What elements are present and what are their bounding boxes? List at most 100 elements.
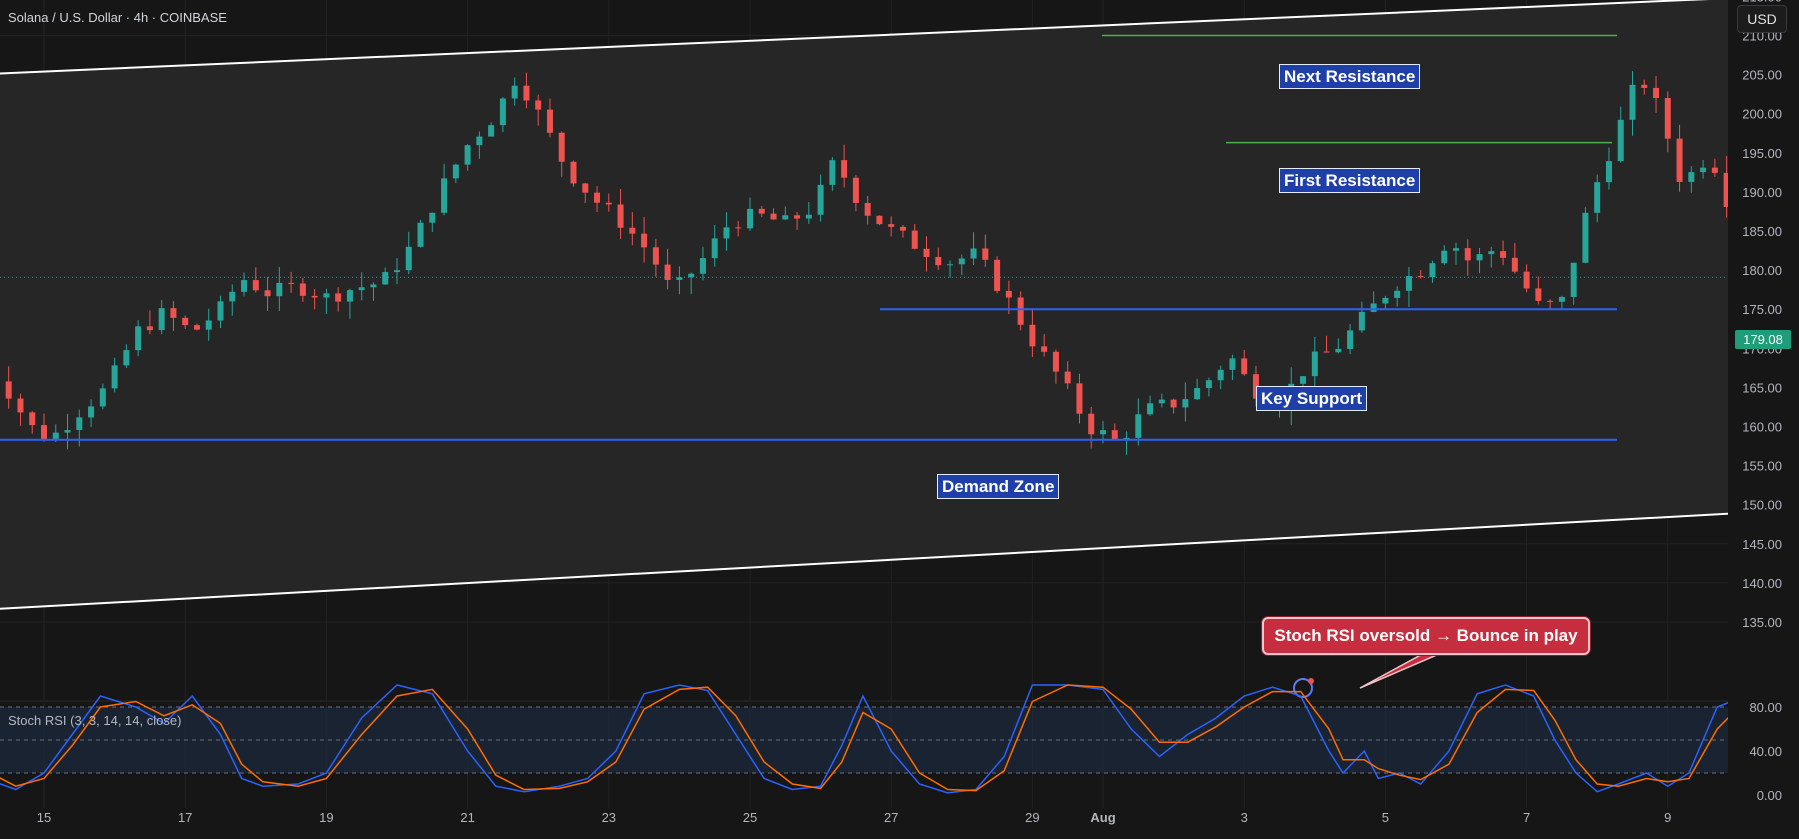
demand-zone-label: Demand Zone: [937, 474, 1060, 499]
time-tick-label: 27: [884, 810, 898, 825]
candle-up: [205, 320, 212, 330]
candle-up: [76, 417, 83, 431]
candle-down: [252, 280, 259, 291]
price-tick-label: 150.00: [1742, 498, 1782, 513]
time-tick-label: 15: [37, 810, 51, 825]
candle-down: [17, 398, 24, 413]
candle-up: [676, 277, 683, 280]
candle-down: [841, 160, 848, 178]
candle-up: [1182, 399, 1189, 408]
price-tick-label: 160.00: [1742, 420, 1782, 435]
candle-down: [605, 202, 612, 205]
candle-down: [193, 325, 200, 330]
price-tick-label: 215.00: [1742, 0, 1782, 4]
channel-fill: [0, 0, 1799, 609]
candle-down: [170, 308, 177, 318]
candle-down: [1523, 271, 1530, 289]
candle-up: [441, 178, 448, 213]
price-tick-label: 195.00: [1742, 146, 1782, 161]
candle-down: [770, 213, 777, 220]
candle-down: [570, 161, 577, 184]
candle-up: [123, 350, 130, 366]
candle-up: [970, 248, 977, 259]
candle-down: [1676, 138, 1683, 182]
candle-up: [1370, 303, 1377, 312]
symbol-title[interactable]: Solana / U.S. Dollar · 4h · COINBASE: [8, 10, 227, 25]
candle-up: [1229, 358, 1236, 370]
candle-down: [876, 215, 883, 225]
candle-down: [1017, 297, 1024, 325]
price-tick-label: 180.00: [1742, 263, 1782, 278]
candle-down: [264, 290, 271, 297]
candle-up: [1429, 263, 1436, 278]
candle-down: [1088, 413, 1095, 435]
candle-down: [1723, 172, 1730, 207]
candle-up: [276, 282, 283, 297]
candle-up: [464, 145, 471, 165]
candle-up: [1123, 437, 1130, 439]
candle-down: [1535, 288, 1542, 301]
stoch-tick-label: 0.00: [1757, 788, 1782, 803]
candle-down: [558, 132, 565, 162]
stoch-k-line: [0, 684, 1799, 794]
candle-down: [182, 317, 189, 326]
candle-up: [1558, 296, 1565, 302]
candle-up: [1347, 330, 1354, 349]
candle-down: [1029, 324, 1036, 347]
next-resistance-label: Next Resistance: [1279, 64, 1421, 89]
candle-up: [64, 430, 71, 433]
time-tick-label: 23: [602, 810, 616, 825]
candle-up: [1217, 369, 1224, 381]
price-tick-label: 145.00: [1742, 537, 1782, 552]
candle-up: [1405, 276, 1412, 291]
candle-down: [582, 183, 589, 193]
candle-down: [1052, 351, 1059, 372]
candle-down: [1500, 251, 1507, 258]
currency-button[interactable]: USD: [1737, 5, 1787, 33]
candle-up: [1147, 403, 1154, 415]
candle-down: [1511, 257, 1518, 272]
candle-up: [429, 212, 436, 223]
candle-up: [1594, 182, 1601, 213]
candle-up: [1205, 380, 1212, 389]
candle-up: [1394, 290, 1401, 298]
candle-down: [1076, 383, 1083, 414]
candle-up: [1629, 84, 1636, 120]
candle-up: [488, 125, 495, 137]
stoch-d-line: [0, 684, 1799, 792]
candle-up: [476, 136, 483, 146]
first-resistance-label: First Resistance: [1279, 168, 1421, 193]
price-tick-label: 175.00: [1742, 302, 1782, 317]
candle-up: [346, 290, 353, 302]
time-tick-label: Aug: [1090, 810, 1115, 825]
price-tick-label: 165.00: [1742, 380, 1782, 395]
candle-up: [1488, 251, 1495, 255]
candle-down: [1417, 276, 1424, 278]
candle-up: [99, 388, 106, 407]
candle-down: [1111, 430, 1118, 439]
candle-up: [1617, 119, 1624, 162]
candle-down: [523, 85, 530, 101]
candle-down: [923, 248, 930, 257]
stoch-tick-label: 40.00: [1749, 744, 1782, 759]
price-tick-label: 155.00: [1742, 459, 1782, 474]
candle-down: [641, 233, 648, 248]
candle-down: [1641, 84, 1648, 88]
candle-up: [158, 308, 165, 331]
candle-down: [994, 259, 1001, 291]
candle-down: [911, 230, 918, 249]
candle-down: [935, 256, 942, 266]
candle-up: [394, 270, 400, 273]
candle-down: [1653, 87, 1660, 99]
candle-down: [1241, 358, 1248, 375]
candle-up: [723, 227, 730, 239]
candle-up: [511, 85, 518, 99]
candle-up: [817, 184, 824, 215]
candle-up: [1158, 399, 1165, 404]
candle-down: [1064, 371, 1071, 384]
candle-up: [417, 222, 424, 247]
candle-down: [617, 204, 624, 228]
stoch-rsi-legend[interactable]: Stoch RSI (3, 3, 14, 14, close): [8, 713, 182, 728]
candle-up: [1582, 212, 1589, 263]
